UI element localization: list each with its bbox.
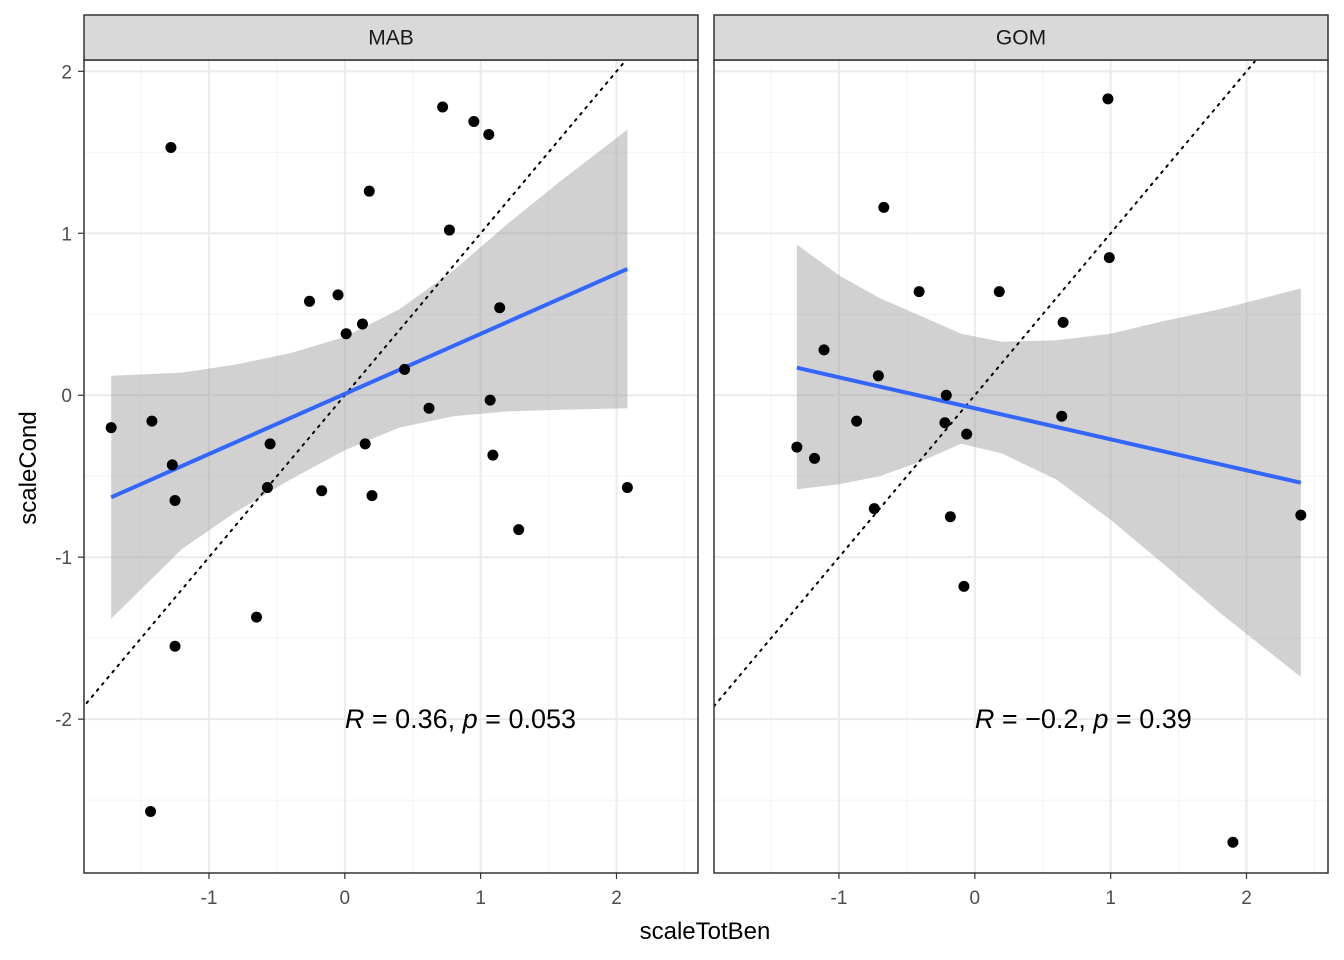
data-point <box>169 640 181 652</box>
y-tick-label: -1 <box>55 548 72 569</box>
facet-strip-label: MAB <box>368 27 414 50</box>
x-tick-label: 2 <box>611 888 622 909</box>
facet-strip-label: GOM <box>996 27 1046 50</box>
data-point <box>423 402 435 414</box>
data-point <box>264 438 276 450</box>
data-point <box>340 328 352 340</box>
data-point <box>913 286 925 298</box>
data-point <box>166 459 178 471</box>
panel-data <box>85 60 633 817</box>
regression-line <box>110 267 629 500</box>
x-axis-title: scaleTotBen <box>640 918 771 945</box>
data-point <box>878 201 890 213</box>
data-point <box>399 363 411 375</box>
data-point <box>363 185 375 197</box>
data-point <box>146 415 158 427</box>
y-tick-label: 0 <box>61 386 72 407</box>
x-tick-label: 2 <box>1241 888 1252 909</box>
data-point <box>944 511 956 523</box>
data-point <box>484 394 496 406</box>
facet-strip <box>83 14 699 61</box>
data-point <box>251 611 263 623</box>
confidence-band <box>111 129 628 619</box>
x-tick-label: 1 <box>1105 888 1116 909</box>
data-point <box>809 452 821 464</box>
data-point <box>621 482 633 494</box>
y-tick-label: 2 <box>61 62 72 83</box>
data-point <box>939 417 951 429</box>
data-point <box>818 344 830 356</box>
y-axis-title: scaleCond <box>15 411 42 524</box>
data-point <box>359 438 371 450</box>
panel-mab: R = 0.36, p = 0.053 MAB -1 0 1 2 <box>83 14 699 909</box>
data-point <box>437 101 449 113</box>
data-point <box>1103 252 1115 264</box>
data-point <box>513 524 525 536</box>
data-point <box>169 495 181 507</box>
data-point <box>993 286 1005 298</box>
reference-line-y-equals-x <box>85 60 626 704</box>
data-point <box>494 302 506 314</box>
data-point <box>1056 410 1068 422</box>
y-axis: -2 -1 0 1 2 <box>55 62 84 731</box>
data-point <box>872 370 884 382</box>
data-point <box>332 289 344 301</box>
data-point <box>958 580 970 592</box>
x-tick-label: 1 <box>475 888 486 909</box>
data-point <box>468 116 480 128</box>
data-point <box>366 490 378 502</box>
panel-data <box>714 60 1307 848</box>
data-point <box>1057 316 1069 328</box>
correlation-annotation: R = 0.36, p = 0.053 <box>345 704 576 734</box>
facet-strip <box>713 14 1329 61</box>
data-point <box>316 485 328 497</box>
y-tick-label: -2 <box>55 710 72 731</box>
data-point <box>487 449 499 461</box>
panel-background <box>84 60 698 873</box>
data-point <box>851 415 863 427</box>
data-point <box>1227 836 1239 848</box>
data-point <box>261 482 273 494</box>
panel-gom: R = −0.2, p = 0.39 GOM -1 0 1 2 <box>713 14 1329 909</box>
regression-line <box>796 365 1302 485</box>
data-point <box>145 805 157 817</box>
x-tick-label: -1 <box>831 888 848 909</box>
data-point <box>791 441 803 453</box>
data-point <box>961 428 973 440</box>
data-point <box>105 422 117 434</box>
data-point <box>165 141 177 153</box>
x-tick-label: 0 <box>970 888 981 909</box>
data-point <box>483 128 495 140</box>
data-point <box>1295 509 1307 521</box>
panel-grid <box>84 60 698 873</box>
data-point <box>868 503 880 515</box>
x-tick-label: -1 <box>201 888 218 909</box>
data-point <box>940 389 952 401</box>
correlation-annotation: R = −0.2, p = 0.39 <box>975 704 1192 734</box>
confidence-band <box>796 244 1301 677</box>
data-point <box>1102 93 1114 105</box>
y-tick-label: 1 <box>61 224 72 245</box>
x-tick-label: 0 <box>340 888 351 909</box>
data-point <box>303 295 315 307</box>
panel-grid <box>714 60 1328 873</box>
data-point <box>443 224 455 236</box>
data-point <box>356 318 368 330</box>
